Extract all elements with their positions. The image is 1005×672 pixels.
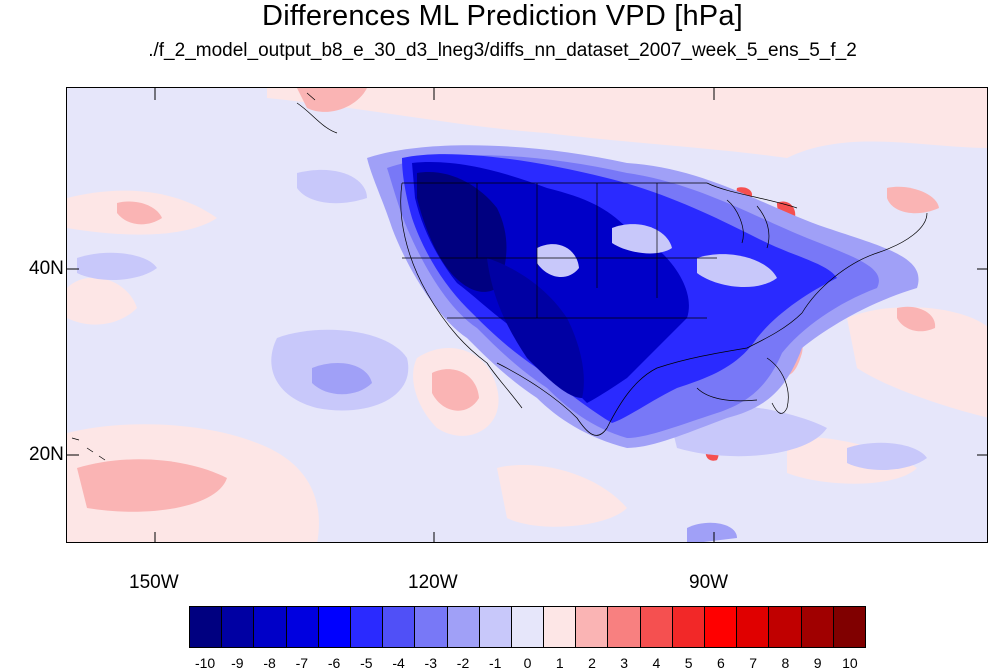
colorbar-tick-label: -3 (424, 655, 437, 671)
colorbar-tick-label: -1 (489, 655, 502, 671)
colorbar-box (544, 607, 577, 647)
colorbar-box (350, 607, 384, 647)
colorbar-box (286, 607, 319, 647)
colorbar-box (737, 607, 770, 647)
colorbar-tick-label: 2 (588, 655, 596, 671)
colorbar-tick-label: 1 (555, 655, 564, 671)
lat-label-40n: 40N (29, 258, 64, 279)
lat-label-20n: 20N (29, 444, 64, 465)
colorbar-box (447, 607, 480, 647)
colorbar-tick-label: 10 (842, 655, 858, 671)
colorbar-box (833, 607, 865, 647)
colorbar-box (190, 607, 223, 647)
coastlines-and-borders (400, 182, 928, 436)
colorbar-tick-label: -7 (295, 655, 309, 671)
colorbar-box (254, 607, 287, 647)
colorbar-tick-label: -10 (194, 655, 216, 671)
moderate-negative-ocean (312, 363, 737, 542)
colorbar-box (608, 607, 641, 647)
colorbar-box (511, 607, 545, 647)
colorbar-tick-label: 4 (652, 655, 661, 671)
colorbar-box (801, 607, 834, 647)
colorbar-box (415, 607, 448, 647)
colorbar-box (640, 607, 673, 647)
colorbar-tick-label: -4 (392, 655, 405, 671)
lon-label-150w: 150W (129, 572, 179, 593)
colorbar-tick-label: 3 (620, 655, 629, 671)
map-panel (66, 87, 988, 543)
colorbar-tick-label: 9 (813, 655, 822, 671)
colorbar-tick-label: 0 (523, 655, 532, 671)
colorbar-box (383, 607, 416, 647)
colorbar-tick-label: -5 (360, 655, 373, 671)
island-outlines (71, 92, 758, 461)
colorbar-tick-label: 7 (749, 655, 758, 671)
colorbar-tick-label: 6 (717, 655, 725, 671)
map-subtitle: ./f_2_model_output_b8_e_30_d3_lneg3/diff… (148, 40, 857, 61)
colorbar-box (576, 607, 609, 647)
colorbar-tick-label: 5 (684, 655, 693, 671)
colorbar-box (672, 607, 705, 647)
colorbar-box (769, 607, 802, 647)
colorbar-box (479, 607, 512, 647)
colorbar-tick-label: -2 (456, 655, 470, 671)
colorbar-tick-label: -9 (231, 655, 244, 671)
colorbar-box (222, 607, 255, 647)
colorbar-box (318, 607, 351, 647)
map-title: Differences ML Prediction VPD [hPa] (262, 0, 743, 32)
axis-ticks (67, 88, 987, 542)
colorbar-tick-label: -6 (327, 655, 341, 671)
colorbar-tick-label: 8 (781, 655, 790, 671)
colorbar-tick-label: -8 (263, 655, 276, 671)
vpd-difference-map (67, 88, 987, 542)
negative-difference-ocean (77, 169, 927, 470)
colorbar-box (705, 607, 738, 647)
colorbar (189, 606, 866, 648)
lon-label-120w: 120W (408, 572, 458, 593)
lon-label-90w: 90W (689, 572, 729, 593)
